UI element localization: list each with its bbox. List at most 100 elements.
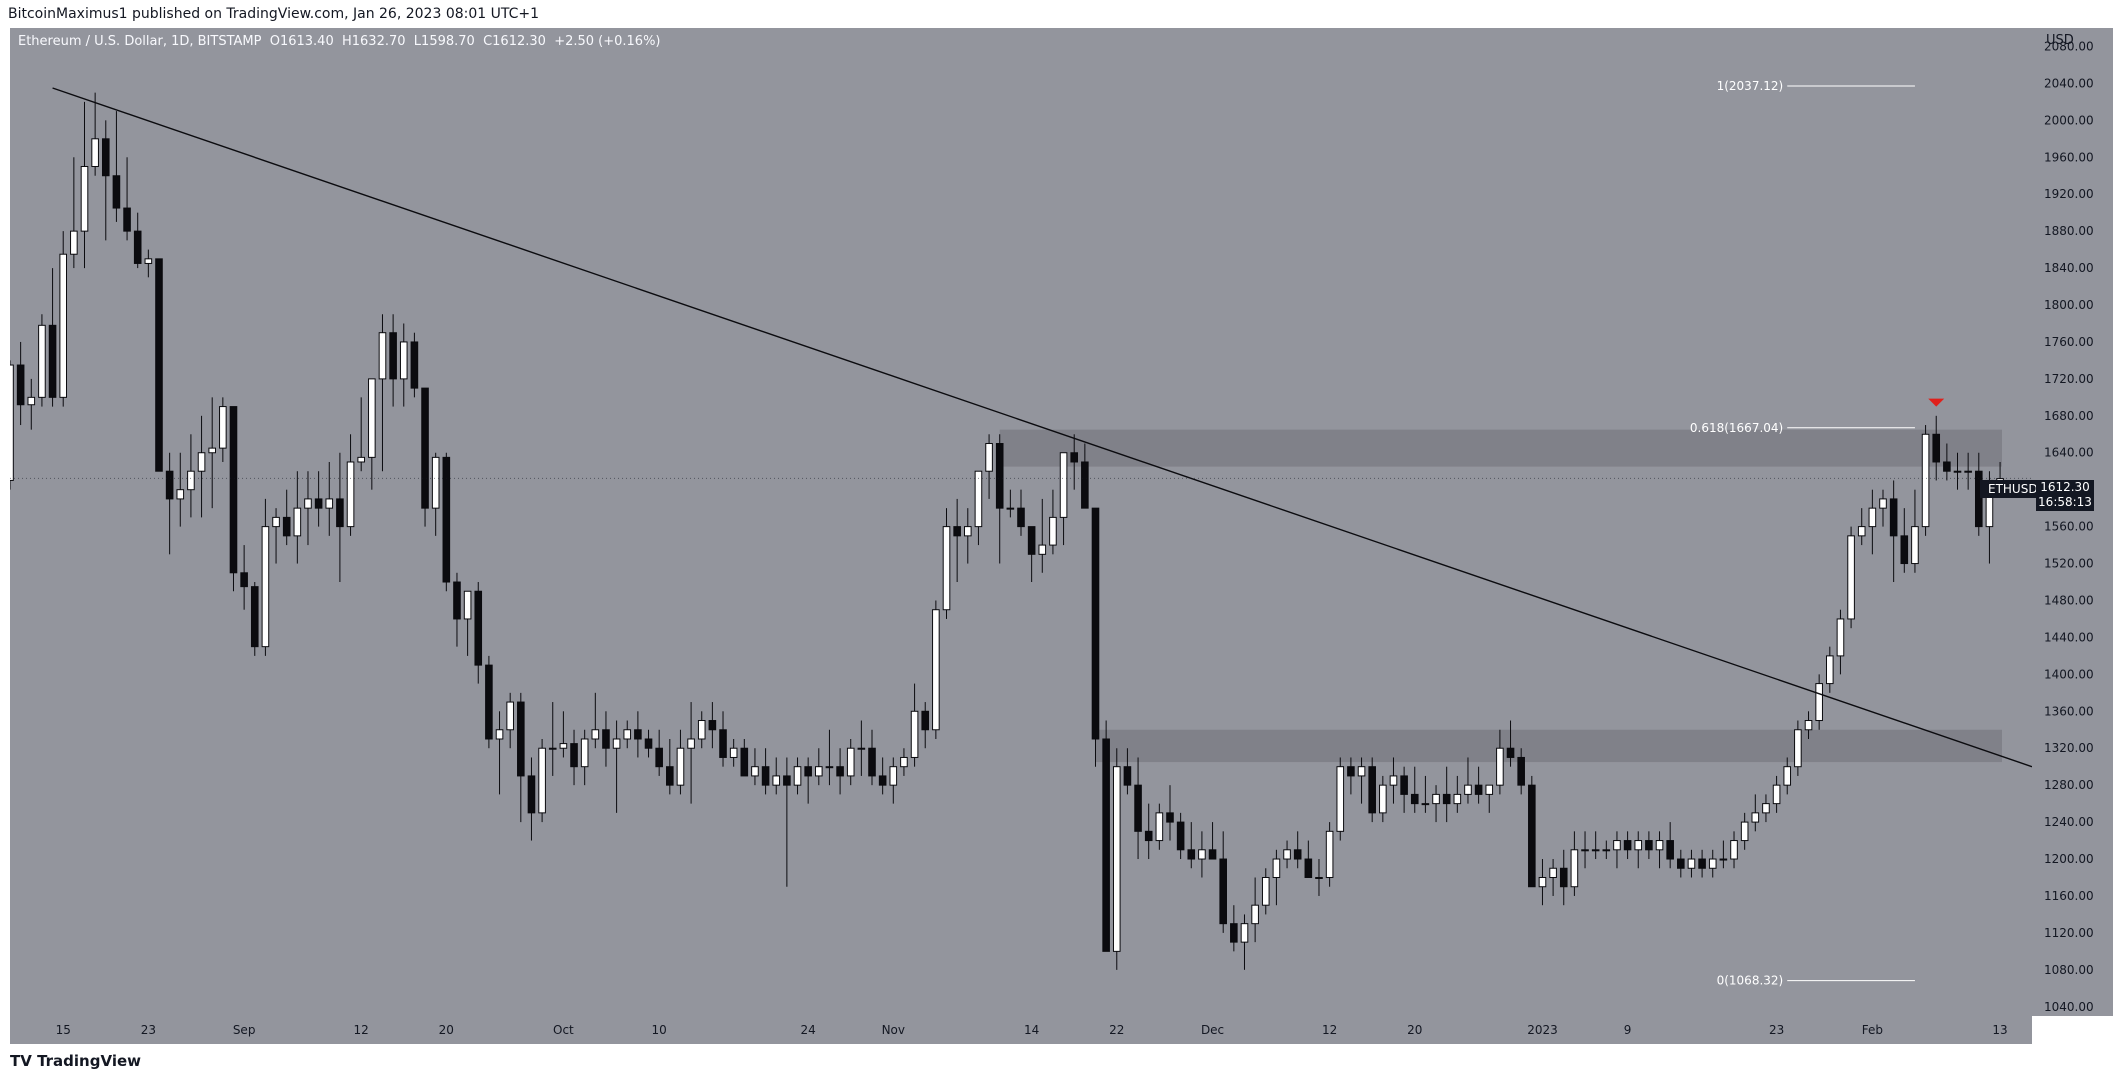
candle-bull [1049, 516, 1057, 546]
tradingview-logo[interactable]: 𝗧𝗩 TradingView [10, 1052, 141, 1070]
candle-bull [80, 166, 89, 232]
candlestick-chart[interactable]: 1(2037.12) 0.618(1667.04) 0(1068.32) [10, 28, 2032, 1016]
candle-bear [1081, 461, 1089, 509]
candle-bear [1293, 849, 1302, 860]
time-tick-label: 20 [1407, 1023, 1422, 1037]
candle-bull [495, 729, 504, 740]
high-label: H [341, 34, 352, 49]
candle-bull [1496, 747, 1504, 786]
price-tick-label: 1240.00 [2044, 815, 2094, 829]
time-tick-label: 10 [652, 1023, 667, 1037]
brand-name: TradingView [37, 1052, 141, 1070]
candle-bull [1815, 683, 1823, 722]
candle-bear [474, 590, 483, 666]
candle-bull [1453, 793, 1462, 805]
candle-bull [261, 526, 270, 648]
candle-bull [1602, 849, 1611, 852]
candle-bull [1772, 784, 1781, 805]
candle-bear [517, 701, 525, 777]
bar-countdown: 16:58:13 [2038, 495, 2092, 509]
candle-bull [580, 738, 589, 768]
last-price-box: 1612.30 16:58:13 [2036, 480, 2094, 511]
candle-bull [1272, 858, 1281, 878]
candle-bear [1091, 507, 1100, 740]
candle-bull [463, 590, 472, 620]
candle-bear [761, 766, 770, 786]
candle-bull [1911, 526, 1919, 565]
candle-bull [1538, 876, 1547, 888]
candle-bull [1751, 812, 1760, 823]
time-tick-label: Oct [553, 1023, 574, 1037]
candle-bull [1826, 655, 1834, 685]
fib-label: 1(2037.12) [1717, 79, 1784, 93]
candle-bull [985, 443, 993, 472]
candle-bear [921, 710, 930, 731]
candle-bear [1623, 840, 1632, 851]
candle-bull [1485, 784, 1494, 795]
candle-bull [357, 456, 365, 463]
price-tick-label: 1040.00 [2044, 1000, 2094, 1014]
low-value: 1598.70 [421, 34, 475, 49]
tv-logo-icon: 𝗧𝗩 [10, 1052, 38, 1070]
candle-bear [1102, 738, 1110, 952]
support-zone [1095, 729, 2002, 763]
candle-bull [1634, 840, 1643, 851]
time-tick-label: 23 [141, 1023, 156, 1037]
candle-bear [953, 526, 961, 537]
price-tick-label: 1960.00 [2044, 150, 2094, 164]
candle-bear [421, 387, 429, 509]
candle-bear [453, 581, 461, 620]
price-tick-label: 2040.00 [2044, 76, 2094, 90]
price-tick-label: 1280.00 [2044, 778, 2094, 792]
candle-bull [1336, 766, 1345, 832]
time-axis[interactable]: 15 23 Sep 12 20 Oct 10 24 Nov 14 22 Dec 12 20 2023 9 23 F… [10, 1016, 2032, 1044]
candle-bull [1730, 840, 1738, 860]
candle-bull [1038, 544, 1047, 555]
candle-bear [868, 747, 876, 777]
candle-bull [1059, 452, 1068, 518]
candle-bull [932, 609, 940, 731]
candle-bear [1208, 849, 1217, 860]
candle-bear [1900, 535, 1909, 565]
price-tick-label: 1360.00 [2044, 704, 2094, 718]
time-tick-label: 22 [1109, 1023, 1124, 1037]
candle-bull [325, 498, 334, 509]
candle-bull [1613, 840, 1621, 851]
chart-plot-area[interactable]: 1(2037.12) 0.618(1667.04) 0(1068.32) Ether… [10, 28, 2032, 1016]
candle-bear [101, 138, 110, 177]
candle-bull [963, 526, 972, 537]
candle-bear [1347, 766, 1355, 777]
price-axis[interactable]: USD 2080.00 2040.00 2000.00 1960.00 1920.00 1… [2032, 28, 2113, 1016]
candle-bear [1517, 756, 1525, 786]
candle-bull [431, 456, 440, 509]
candle-bull [1379, 784, 1387, 814]
candle-bull [825, 766, 834, 769]
candle-bull [1006, 507, 1015, 510]
candle-bear [1474, 784, 1483, 795]
candle-bull [70, 230, 78, 255]
resistance-zone [999, 429, 2002, 467]
candle-bull [591, 729, 600, 740]
time-tick-label: 12 [354, 1023, 369, 1037]
price-tick-label: 1560.00 [2044, 520, 2094, 534]
candle-bull [1591, 849, 1600, 852]
time-tick-label: 20 [439, 1023, 454, 1037]
candle-bull [1921, 433, 1930, 528]
time-tick-label: 9 [1624, 1023, 1632, 1037]
candle-bear [1666, 840, 1674, 860]
candle-bull [506, 701, 514, 731]
candle-bull [1198, 849, 1206, 860]
candle-bear [250, 586, 259, 648]
candle-bear [666, 766, 674, 786]
candle-bull [1261, 876, 1270, 906]
candle-bear [1410, 793, 1419, 805]
candle-bull [1857, 526, 1866, 537]
candle-bull [1325, 830, 1334, 878]
footer: 𝗧𝗩 TradingView [0, 1044, 2113, 1079]
candle-bear [112, 175, 121, 209]
candle-bull [144, 258, 153, 264]
price-tick-label: 1080.00 [2044, 963, 2094, 977]
candle-bear [282, 516, 291, 537]
time-tick-label: 15 [56, 1023, 71, 1037]
candle-bear [314, 498, 323, 509]
